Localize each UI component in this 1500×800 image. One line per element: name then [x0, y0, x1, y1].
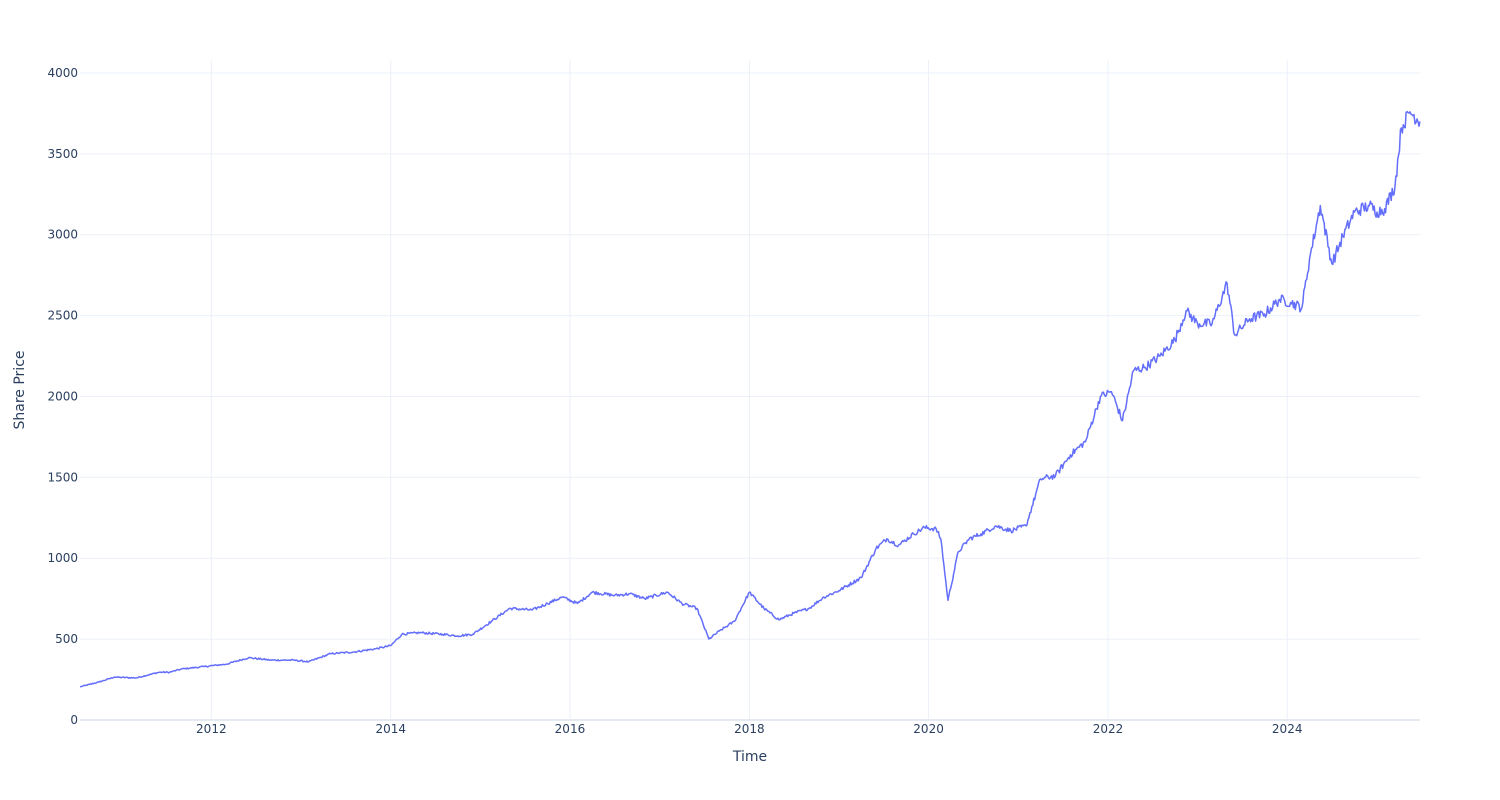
y-tick-label: 500	[55, 632, 78, 646]
y-tick-label: 2500	[47, 309, 78, 323]
x-tick-label: 2014	[375, 722, 406, 736]
x-tick-label: 2022	[1093, 722, 1124, 736]
y-tick-label: 1000	[47, 551, 78, 565]
y-axis-title: Share Price	[12, 350, 28, 429]
y-tick-label: 2000	[47, 389, 78, 403]
x-axis-title: Time	[732, 749, 767, 765]
series-group	[79, 110, 1421, 688]
grid-lines	[80, 60, 1420, 720]
series-line	[79, 110, 1421, 688]
x-tick-label: 2018	[734, 722, 765, 736]
x-tick-labels: 2012 2014 2016 2018 2020 2022 2024	[196, 722, 1302, 736]
x-tick-label: 2016	[555, 722, 586, 736]
y-tick-label: 3000	[47, 228, 78, 242]
y-tick-label: 4000	[47, 66, 78, 80]
x-tick-label: 2020	[913, 722, 944, 736]
y-tick-labels: 0 500 1000 1500 2000 2500 3000 3500 4000	[47, 66, 78, 727]
x-tick-label: 2024	[1272, 722, 1303, 736]
y-tick-label: 3500	[47, 147, 78, 161]
y-tick-label: 1500	[47, 470, 78, 484]
y-tick-label: 0	[70, 713, 78, 727]
x-tick-label: 2012	[196, 722, 227, 736]
